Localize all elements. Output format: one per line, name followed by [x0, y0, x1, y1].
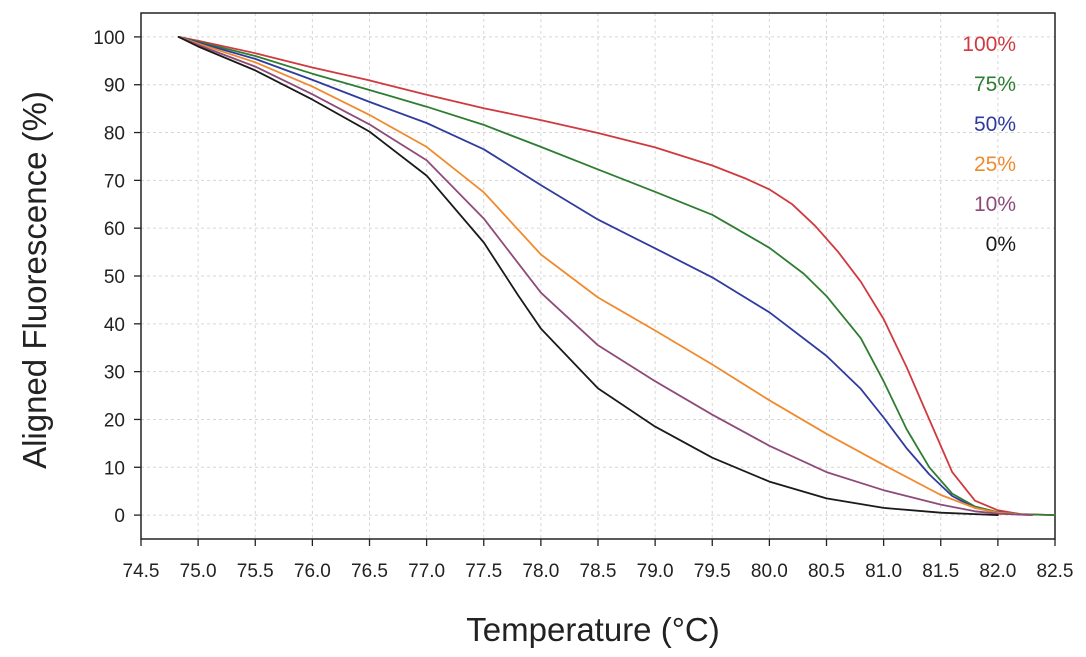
- x-tick-label: 80.0: [751, 561, 788, 582]
- y-tick-label: 20: [104, 410, 125, 431]
- y-tick-label: 90: [104, 76, 125, 97]
- x-tick-label: 82.0: [979, 561, 1016, 582]
- legend: 100% 75% 50% 25% 10% 0%: [962, 33, 1016, 256]
- x-tick-label: 77.0: [408, 561, 445, 582]
- legend-label: 100%: [962, 33, 1016, 56]
- y-tick-label: 10: [104, 458, 125, 479]
- series-line-100pct: [177, 36, 1056, 516]
- x-axis-title: Temperature (°C): [466, 611, 719, 648]
- x-tick-label: 79.5: [694, 561, 731, 582]
- x-axis-ticks: 74.5 75.0 75.5 76.0 76.5 77.0 77.5 78.0 78.5 79.0…: [123, 539, 1074, 582]
- legend-label: 75%: [974, 73, 1016, 96]
- y-tick-label: 0: [114, 506, 125, 527]
- x-tick-label: 79.0: [637, 561, 674, 582]
- series-lines: [177, 36, 1056, 516]
- y-tick-label: 30: [104, 363, 125, 384]
- y-tick-label: 50: [104, 267, 125, 288]
- series-line-75pct: [177, 36, 1056, 516]
- x-tick-label: 82.5: [1037, 561, 1074, 582]
- series-line-25pct: [177, 36, 1033, 516]
- legend-label: 0%: [986, 233, 1016, 256]
- series-line-10pct: [177, 36, 1033, 516]
- y-tick-label: 60: [104, 219, 125, 240]
- legend-label: 50%: [974, 113, 1016, 136]
- y-tick-label: 40: [104, 315, 125, 336]
- legend-label: 25%: [974, 153, 1016, 176]
- x-tick-label: 75.0: [180, 561, 217, 582]
- x-tick-label: 81.5: [922, 561, 959, 582]
- x-tick-label: 81.0: [865, 561, 902, 582]
- x-tick-label: 78.0: [522, 561, 559, 582]
- x-tick-label: 78.5: [580, 561, 617, 582]
- x-tick-label: 74.5: [123, 561, 160, 582]
- y-axis-title: Aligned Fluorescence (%): [16, 91, 53, 469]
- x-tick-label: 76.5: [351, 561, 388, 582]
- x-tick-label: 75.5: [237, 561, 274, 582]
- x-tick-label: 76.0: [294, 561, 331, 582]
- x-tick-label: 80.5: [808, 561, 845, 582]
- y-tick-label: 80: [104, 124, 125, 145]
- x-tick-label: 77.5: [465, 561, 502, 582]
- legend-label: 10%: [974, 193, 1016, 216]
- y-axis-ticks: 0 10 20 30 40 50 60 70 80 90 100: [93, 28, 141, 527]
- series-line-0pct: [177, 36, 999, 516]
- y-tick-label: 70: [104, 171, 125, 192]
- y-tick-label: 100: [93, 28, 125, 49]
- series-line-50pct: [177, 36, 1033, 516]
